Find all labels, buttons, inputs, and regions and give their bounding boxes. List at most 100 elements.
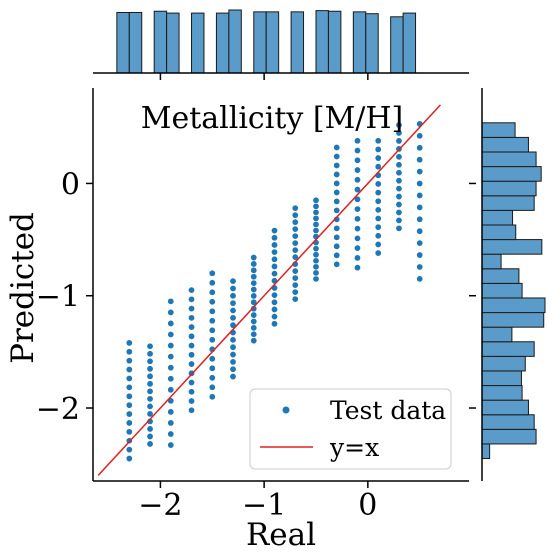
scatter-point — [312, 251, 320, 259]
scatter-point — [333, 197, 341, 205]
scatter-point — [250, 311, 258, 319]
scatter-point — [353, 215, 361, 223]
scatter-point — [208, 298, 216, 306]
scatter-point — [188, 323, 196, 331]
scatter-point — [146, 387, 154, 395]
scatter-point — [188, 379, 196, 387]
top-histogram-bar — [265, 11, 280, 74]
scatter-point — [188, 351, 196, 359]
scatter-point — [312, 202, 320, 210]
scatter-point — [333, 188, 341, 196]
scatter-point — [229, 299, 237, 307]
scatter-point — [416, 227, 424, 235]
scatter-point — [312, 227, 320, 235]
scatter-point — [374, 180, 382, 188]
top-histogram-bar — [290, 11, 305, 74]
scatter-point — [167, 319, 175, 327]
x-tick-label: −2 — [138, 488, 182, 523]
scatter-point — [229, 365, 237, 373]
scatter-point — [146, 425, 154, 433]
scatter-point — [291, 218, 299, 226]
scatter-point — [270, 234, 278, 242]
right-histogram-bar — [481, 297, 546, 314]
scatter-point — [167, 408, 175, 416]
right-histogram-bar — [481, 355, 526, 372]
scatter-point — [188, 406, 196, 414]
scatter-point — [333, 179, 341, 187]
top-histogram-bar — [228, 9, 242, 74]
scatter-point — [125, 419, 133, 427]
scatter-point — [250, 254, 258, 262]
right-histogram-bar — [481, 180, 537, 197]
scatter-point — [416, 203, 424, 211]
scatter-point — [395, 129, 403, 137]
scatter-point — [250, 260, 258, 268]
scatter-point — [125, 383, 133, 391]
right-histogram-bar — [481, 414, 535, 430]
scatter-point — [416, 191, 424, 199]
scatter-point — [229, 373, 237, 381]
scatter-point — [416, 180, 424, 188]
scatter-point — [333, 170, 341, 178]
scatter-point — [353, 147, 361, 155]
scatter-point — [353, 166, 361, 174]
scatter-point — [291, 204, 299, 212]
scatter-point — [270, 291, 278, 299]
scatter-point — [291, 281, 299, 289]
scatter-point — [208, 279, 216, 287]
scatter-point — [416, 132, 424, 140]
scatter-point — [291, 239, 299, 247]
scatter-point — [291, 295, 299, 303]
scatter-point — [395, 177, 403, 185]
scatter-point — [312, 263, 320, 271]
scatter-point — [250, 330, 258, 338]
scatter-point — [188, 286, 196, 294]
scatter-point — [374, 163, 382, 171]
scatter-point — [208, 393, 216, 401]
scatter-point — [125, 366, 133, 374]
scatter-point — [353, 176, 361, 184]
scatter-point — [333, 242, 341, 250]
scatter-point — [146, 357, 154, 365]
y-tick-label: 0 — [61, 167, 80, 202]
right-histogram-bar — [481, 151, 537, 168]
scatter-point — [146, 402, 154, 410]
scatter-point — [188, 305, 196, 313]
scatter-point — [395, 216, 403, 224]
scatter-point — [416, 239, 424, 247]
x-axis-label: Real — [246, 517, 316, 553]
scatter-point — [395, 208, 403, 216]
right-histogram-bar — [481, 122, 516, 138]
scatter-point — [312, 196, 320, 204]
scatter-point — [416, 263, 424, 271]
scatter-point — [291, 267, 299, 275]
scatter-point — [270, 320, 278, 328]
scatter-point — [374, 215, 382, 223]
scatter-point — [208, 307, 216, 315]
top-histogram-bar — [365, 13, 379, 74]
scatter-point — [353, 264, 361, 272]
scatter-point — [208, 326, 216, 334]
scatter-point — [125, 446, 133, 454]
scatter-point — [416, 156, 424, 164]
scatter-point — [125, 348, 133, 356]
scatter-point — [125, 428, 133, 436]
scatter-point — [250, 337, 258, 345]
right-histogram-bar — [481, 326, 513, 343]
scatter-point — [208, 317, 216, 325]
scatter-point — [229, 284, 237, 292]
scatter-point — [208, 336, 216, 344]
top-histogram-bar — [191, 12, 205, 74]
scatter-point — [312, 245, 320, 253]
scatter-point — [188, 295, 196, 303]
scatter-point — [395, 185, 403, 193]
scatter-point — [333, 251, 341, 259]
right-histogram-bar — [481, 370, 522, 387]
right-histogram-bar — [481, 136, 529, 153]
top-histogram-bar — [402, 12, 417, 74]
right-histogram-bar — [481, 166, 542, 182]
scatter-point — [270, 305, 278, 313]
scatter-point — [333, 224, 341, 232]
scatter-point — [374, 232, 382, 240]
scatter-point — [270, 270, 278, 278]
